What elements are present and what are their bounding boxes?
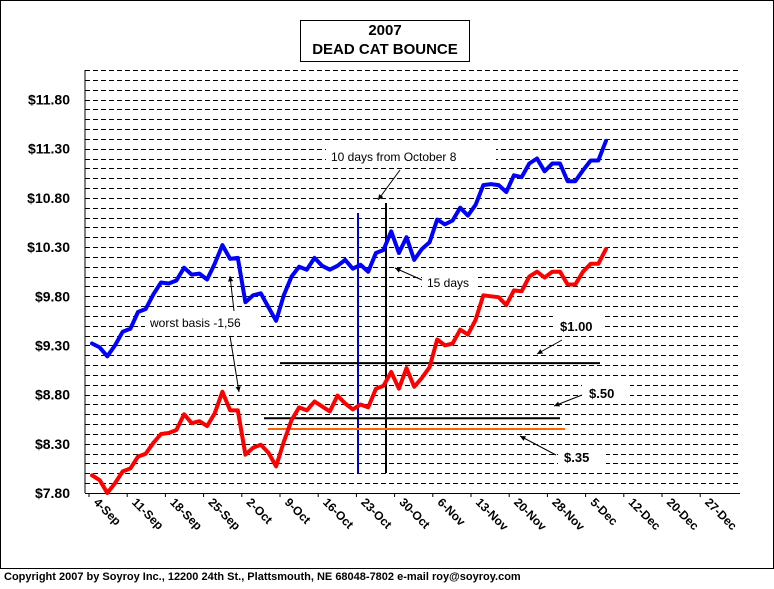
x-tick-label: 4-Sep bbox=[91, 495, 124, 528]
series-line-0 bbox=[90, 138, 608, 359]
annotation-arrow-worst-basis-up-head bbox=[228, 276, 234, 282]
annotation-arrow-0-50-head bbox=[554, 401, 560, 407]
y-tick-label: $9.30 bbox=[35, 337, 70, 353]
annotation-arrow-15-days-head bbox=[395, 267, 401, 273]
x-tick-label: 6-Nov bbox=[435, 495, 469, 529]
annotation-arrow-1-00-head bbox=[537, 349, 543, 354]
y-tick-label: $9.80 bbox=[35, 288, 70, 304]
x-tick-label: 9-Oct bbox=[282, 495, 314, 527]
annotation-arrow-10-days bbox=[377, 169, 401, 201]
chart-title: 2007 DEAD CAT BOUNCE bbox=[300, 20, 470, 62]
copyright-footer: Copyright 2007 by Soyroy Inc., 12200 24t… bbox=[4, 571, 521, 583]
x-tick-label: 12-Dec bbox=[626, 495, 664, 533]
annotation-box-1-00 bbox=[553, 316, 605, 336]
y-tick-label: $7.80 bbox=[35, 485, 70, 501]
annotation-arrow-0-35-head bbox=[520, 436, 526, 441]
annotation-0-35: $.35 bbox=[564, 450, 589, 465]
y-tick-label: $10.80 bbox=[27, 190, 70, 206]
annotation-1-00: $1.00 bbox=[560, 319, 593, 334]
annotation-15-days: 15 days bbox=[427, 276, 469, 290]
y-tick-label: $10.30 bbox=[27, 239, 70, 255]
y-tick-label: $8.80 bbox=[35, 387, 70, 403]
annotation-box-15-days bbox=[422, 274, 478, 292]
x-tick-label: 20-Nov bbox=[511, 495, 549, 533]
annotation-arrow-0-35 bbox=[519, 435, 557, 456]
annotation-box-0-50 bbox=[582, 383, 630, 403]
chart-title-main: DEAD CAT BOUNCE bbox=[312, 41, 458, 58]
x-tick-label: 5-Dec bbox=[587, 495, 620, 528]
annotation-box-0-35 bbox=[558, 447, 606, 467]
x-tick-label: 30-Oct bbox=[396, 495, 432, 531]
annotation-arrow-worst-basis-up bbox=[229, 275, 235, 312]
annotation-10-days: 10 days from October 8 bbox=[331, 150, 457, 164]
annotation-arrow-worst-basis-down bbox=[229, 335, 240, 393]
annotation-arrow-10-days-head bbox=[378, 194, 384, 200]
x-tick-label: 20-Dec bbox=[664, 495, 702, 533]
x-tick-label: 2-Oct bbox=[244, 495, 276, 527]
x-tick-label: 11-Sep bbox=[129, 495, 166, 532]
x-tick-label: 23-Oct bbox=[358, 495, 394, 531]
x-tick-label: 16-Oct bbox=[320, 495, 356, 531]
annotation-arrow-worst-basis-down-head bbox=[235, 386, 241, 392]
x-tick-label: 18-Sep bbox=[167, 495, 205, 533]
x-tick-label: 28-Nov bbox=[549, 495, 587, 533]
x-tick-label: 27-Dec bbox=[702, 495, 740, 533]
chart-title-year: 2007 bbox=[368, 22, 402, 39]
annotation-0-50: $.50 bbox=[589, 386, 614, 401]
y-tick-label: $11.80 bbox=[28, 92, 70, 108]
series-line-1 bbox=[90, 247, 608, 495]
annotation-worst-basis: worst basis -1,56 bbox=[149, 316, 241, 330]
y-tick-label: $8.30 bbox=[35, 436, 70, 452]
annotation-box-worst-basis bbox=[145, 314, 261, 332]
x-tick-label: 13-Nov bbox=[473, 495, 511, 533]
y-tick-label: $11.30 bbox=[28, 141, 70, 157]
annotation-box-10-days bbox=[326, 148, 496, 166]
x-tick-label: 25-Sep bbox=[205, 495, 243, 533]
